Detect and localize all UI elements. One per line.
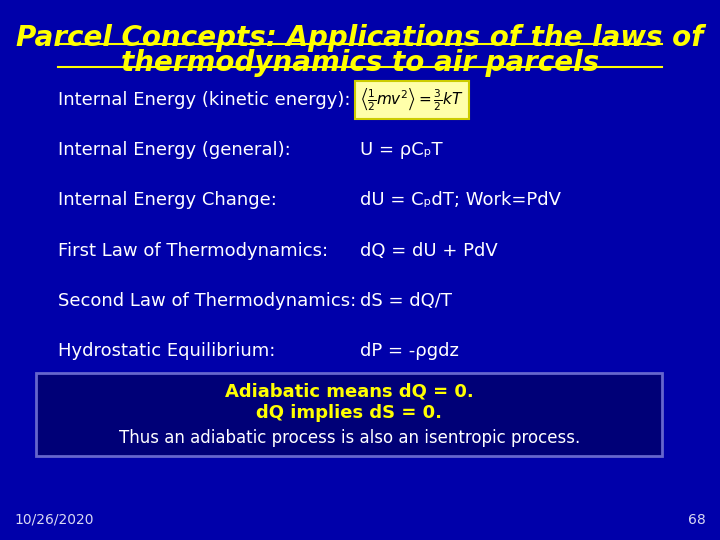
Text: First Law of Thermodynamics:: First Law of Thermodynamics:: [58, 241, 328, 260]
Text: Thus an adiabatic process is also an isentropic process.: Thus an adiabatic process is also an ise…: [119, 429, 580, 447]
Text: Adiabatic means dQ = 0.: Adiabatic means dQ = 0.: [225, 383, 474, 401]
Text: $C_{p,\nu} = \left(\frac{dq}{dT}\right)_{p,\nu-const}$: $C_{p,\nu} = \left(\frac{dq}{dT}\right)_…: [360, 388, 489, 415]
Text: Specific Heats (Constant P,V): Specific Heats (Constant P,V): [58, 392, 321, 410]
Text: U = ρCₚT: U = ρCₚT: [360, 141, 443, 159]
Text: Hydrostatic Equilibrium:: Hydrostatic Equilibrium:: [58, 342, 275, 360]
Text: Internal Energy (kinetic energy):: Internal Energy (kinetic energy):: [58, 91, 350, 109]
Text: Internal Energy Change:: Internal Energy Change:: [58, 191, 276, 210]
Text: 68: 68: [688, 512, 706, 526]
Text: 10/26/2020: 10/26/2020: [14, 512, 94, 526]
Text: dU = CₚdT; Work=PdV: dU = CₚdT; Work=PdV: [360, 191, 561, 210]
Text: dP = -ρgdz: dP = -ρgdz: [360, 342, 459, 360]
FancyBboxPatch shape: [36, 373, 662, 456]
Text: dQ implies dS = 0.: dQ implies dS = 0.: [256, 404, 442, 422]
Text: Second Law of Thermodynamics:: Second Law of Thermodynamics:: [58, 292, 356, 310]
Text: thermodynamics to air parcels: thermodynamics to air parcels: [121, 49, 599, 77]
Text: $\left\langle \frac{1}{2}mv^2 \right\rangle = \frac{3}{2}kT$: $\left\langle \frac{1}{2}mv^2 \right\ran…: [360, 86, 464, 113]
Text: dQ = dU + PdV: dQ = dU + PdV: [360, 241, 498, 260]
Text: Internal Energy (general):: Internal Energy (general):: [58, 141, 290, 159]
Text: Parcel Concepts: Applications of the laws of: Parcel Concepts: Applications of the law…: [17, 24, 703, 52]
Text: dS = dQ/T: dS = dQ/T: [360, 292, 452, 310]
